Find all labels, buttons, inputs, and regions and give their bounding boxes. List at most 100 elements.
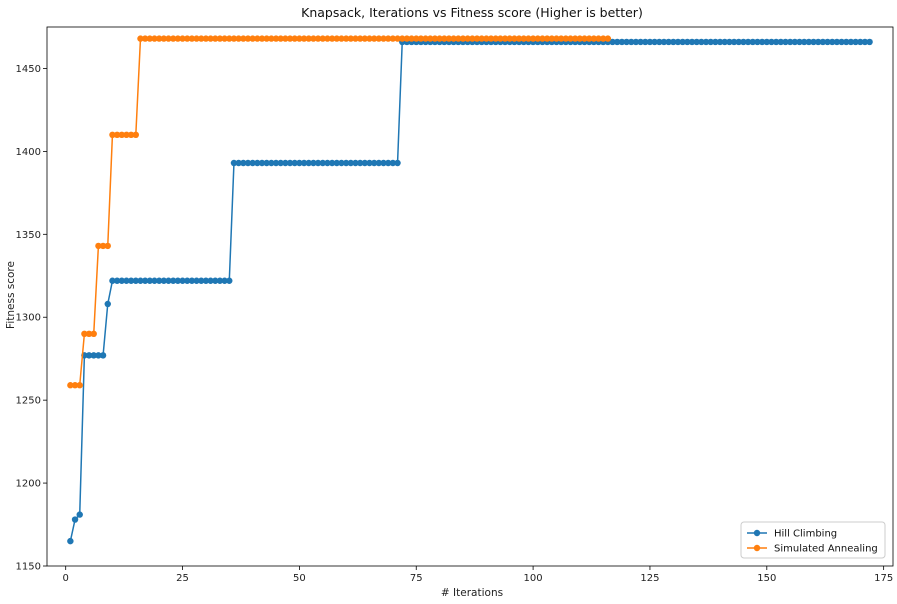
series-1-point [441, 35, 448, 42]
series-1-point [268, 35, 275, 42]
series-1-point [520, 35, 527, 42]
series-1-point [548, 35, 555, 42]
series-1-point [123, 131, 130, 138]
series-0-point [216, 277, 224, 284]
series-0-point [716, 38, 724, 46]
series-0-point [137, 277, 144, 284]
series-0-point [333, 159, 340, 167]
series-0-point [805, 38, 813, 46]
series-0-point [786, 38, 794, 46]
series-1-point [113, 131, 121, 138]
series-1-point [389, 35, 397, 42]
series-1-point [553, 35, 560, 42]
x-tick-label: 25 [176, 573, 189, 584]
series-1-point [567, 35, 574, 42]
series-0-point [118, 277, 125, 284]
series-0-point [385, 159, 392, 167]
series-0-point [744, 38, 752, 46]
series-1-point [529, 35, 537, 42]
series-1-point [581, 35, 588, 42]
series-0-point [642, 38, 649, 46]
series-0-point [693, 38, 700, 46]
series-0-point [342, 159, 350, 167]
series-0-point [104, 300, 111, 308]
series-1-point [403, 35, 411, 42]
series-1-point [399, 35, 406, 42]
y-tick-label: 1150 [16, 562, 41, 573]
series-1-point [212, 35, 219, 42]
series-0-point [71, 516, 79, 523]
series-1-point [184, 35, 191, 42]
series-0-point [244, 159, 252, 167]
series-0-point [338, 159, 345, 167]
series-0-point [366, 159, 373, 167]
series-1-point [501, 35, 509, 42]
series-1-point [146, 35, 154, 42]
series-0-point [85, 352, 93, 359]
series-0-point [800, 38, 808, 46]
series-0-point [749, 38, 756, 46]
series-0-point [698, 38, 705, 46]
series-0-point [202, 277, 210, 284]
series-1-point [90, 330, 97, 338]
series-0-point [670, 38, 677, 46]
series-0-point [179, 277, 186, 284]
series-0-point [230, 159, 238, 167]
series-1-point [263, 35, 270, 42]
series-0-point [758, 38, 766, 46]
series-0-point [847, 38, 855, 46]
legend-label-1: Simulated Annealing [774, 544, 878, 555]
series-1-point [511, 35, 518, 42]
series-1-point [165, 35, 172, 42]
series-0-point [109, 277, 116, 284]
series-1-point [473, 35, 481, 42]
series-0-point [394, 159, 401, 167]
series-0-point [843, 38, 850, 46]
series-0-point [740, 38, 747, 46]
series-0-point [141, 277, 149, 284]
series-0-point [155, 277, 163, 284]
series-0-point [170, 277, 177, 284]
series-1-point [198, 35, 205, 42]
series-1-point [506, 35, 513, 42]
series-0-point [300, 159, 308, 167]
series-1-point [356, 35, 364, 42]
series-1-point [170, 35, 177, 42]
series-0-point [712, 38, 719, 46]
series-0-point [132, 277, 140, 284]
series-0-point [328, 159, 336, 167]
y-tick-label: 1350 [16, 230, 41, 241]
y-tick-label: 1400 [16, 147, 41, 158]
series-0-point [254, 159, 261, 167]
series-0-point [268, 159, 275, 167]
series-0-point [674, 38, 682, 46]
legend-label-0: Hill Climbing [774, 529, 837, 540]
x-tick-label: 100 [524, 573, 543, 584]
series-0-point [113, 277, 121, 284]
series-1-point [492, 35, 499, 42]
series-0-point [632, 38, 640, 46]
series-1-point [282, 35, 289, 42]
series-1-point [291, 35, 298, 42]
series-1-point [71, 382, 79, 389]
x-tick-label: 150 [757, 573, 776, 584]
series-0-point [609, 38, 616, 46]
series-1-point [104, 242, 111, 250]
series-1-point [525, 35, 532, 42]
series-0-point [240, 159, 247, 167]
series-0-point [207, 277, 214, 284]
series-1-point [483, 35, 490, 42]
series-1-point [333, 35, 340, 42]
series-1-point [413, 35, 420, 42]
series-0-point [67, 537, 74, 545]
series-0-point [361, 159, 369, 167]
y-tick-label: 1450 [16, 64, 41, 75]
series-1-point [277, 35, 284, 42]
series-1-point [188, 35, 196, 42]
series-1-point [431, 35, 439, 42]
series-0-point [866, 38, 873, 46]
series-1-point [314, 35, 322, 42]
series-1-point [375, 35, 383, 42]
series-1-point [300, 35, 308, 42]
